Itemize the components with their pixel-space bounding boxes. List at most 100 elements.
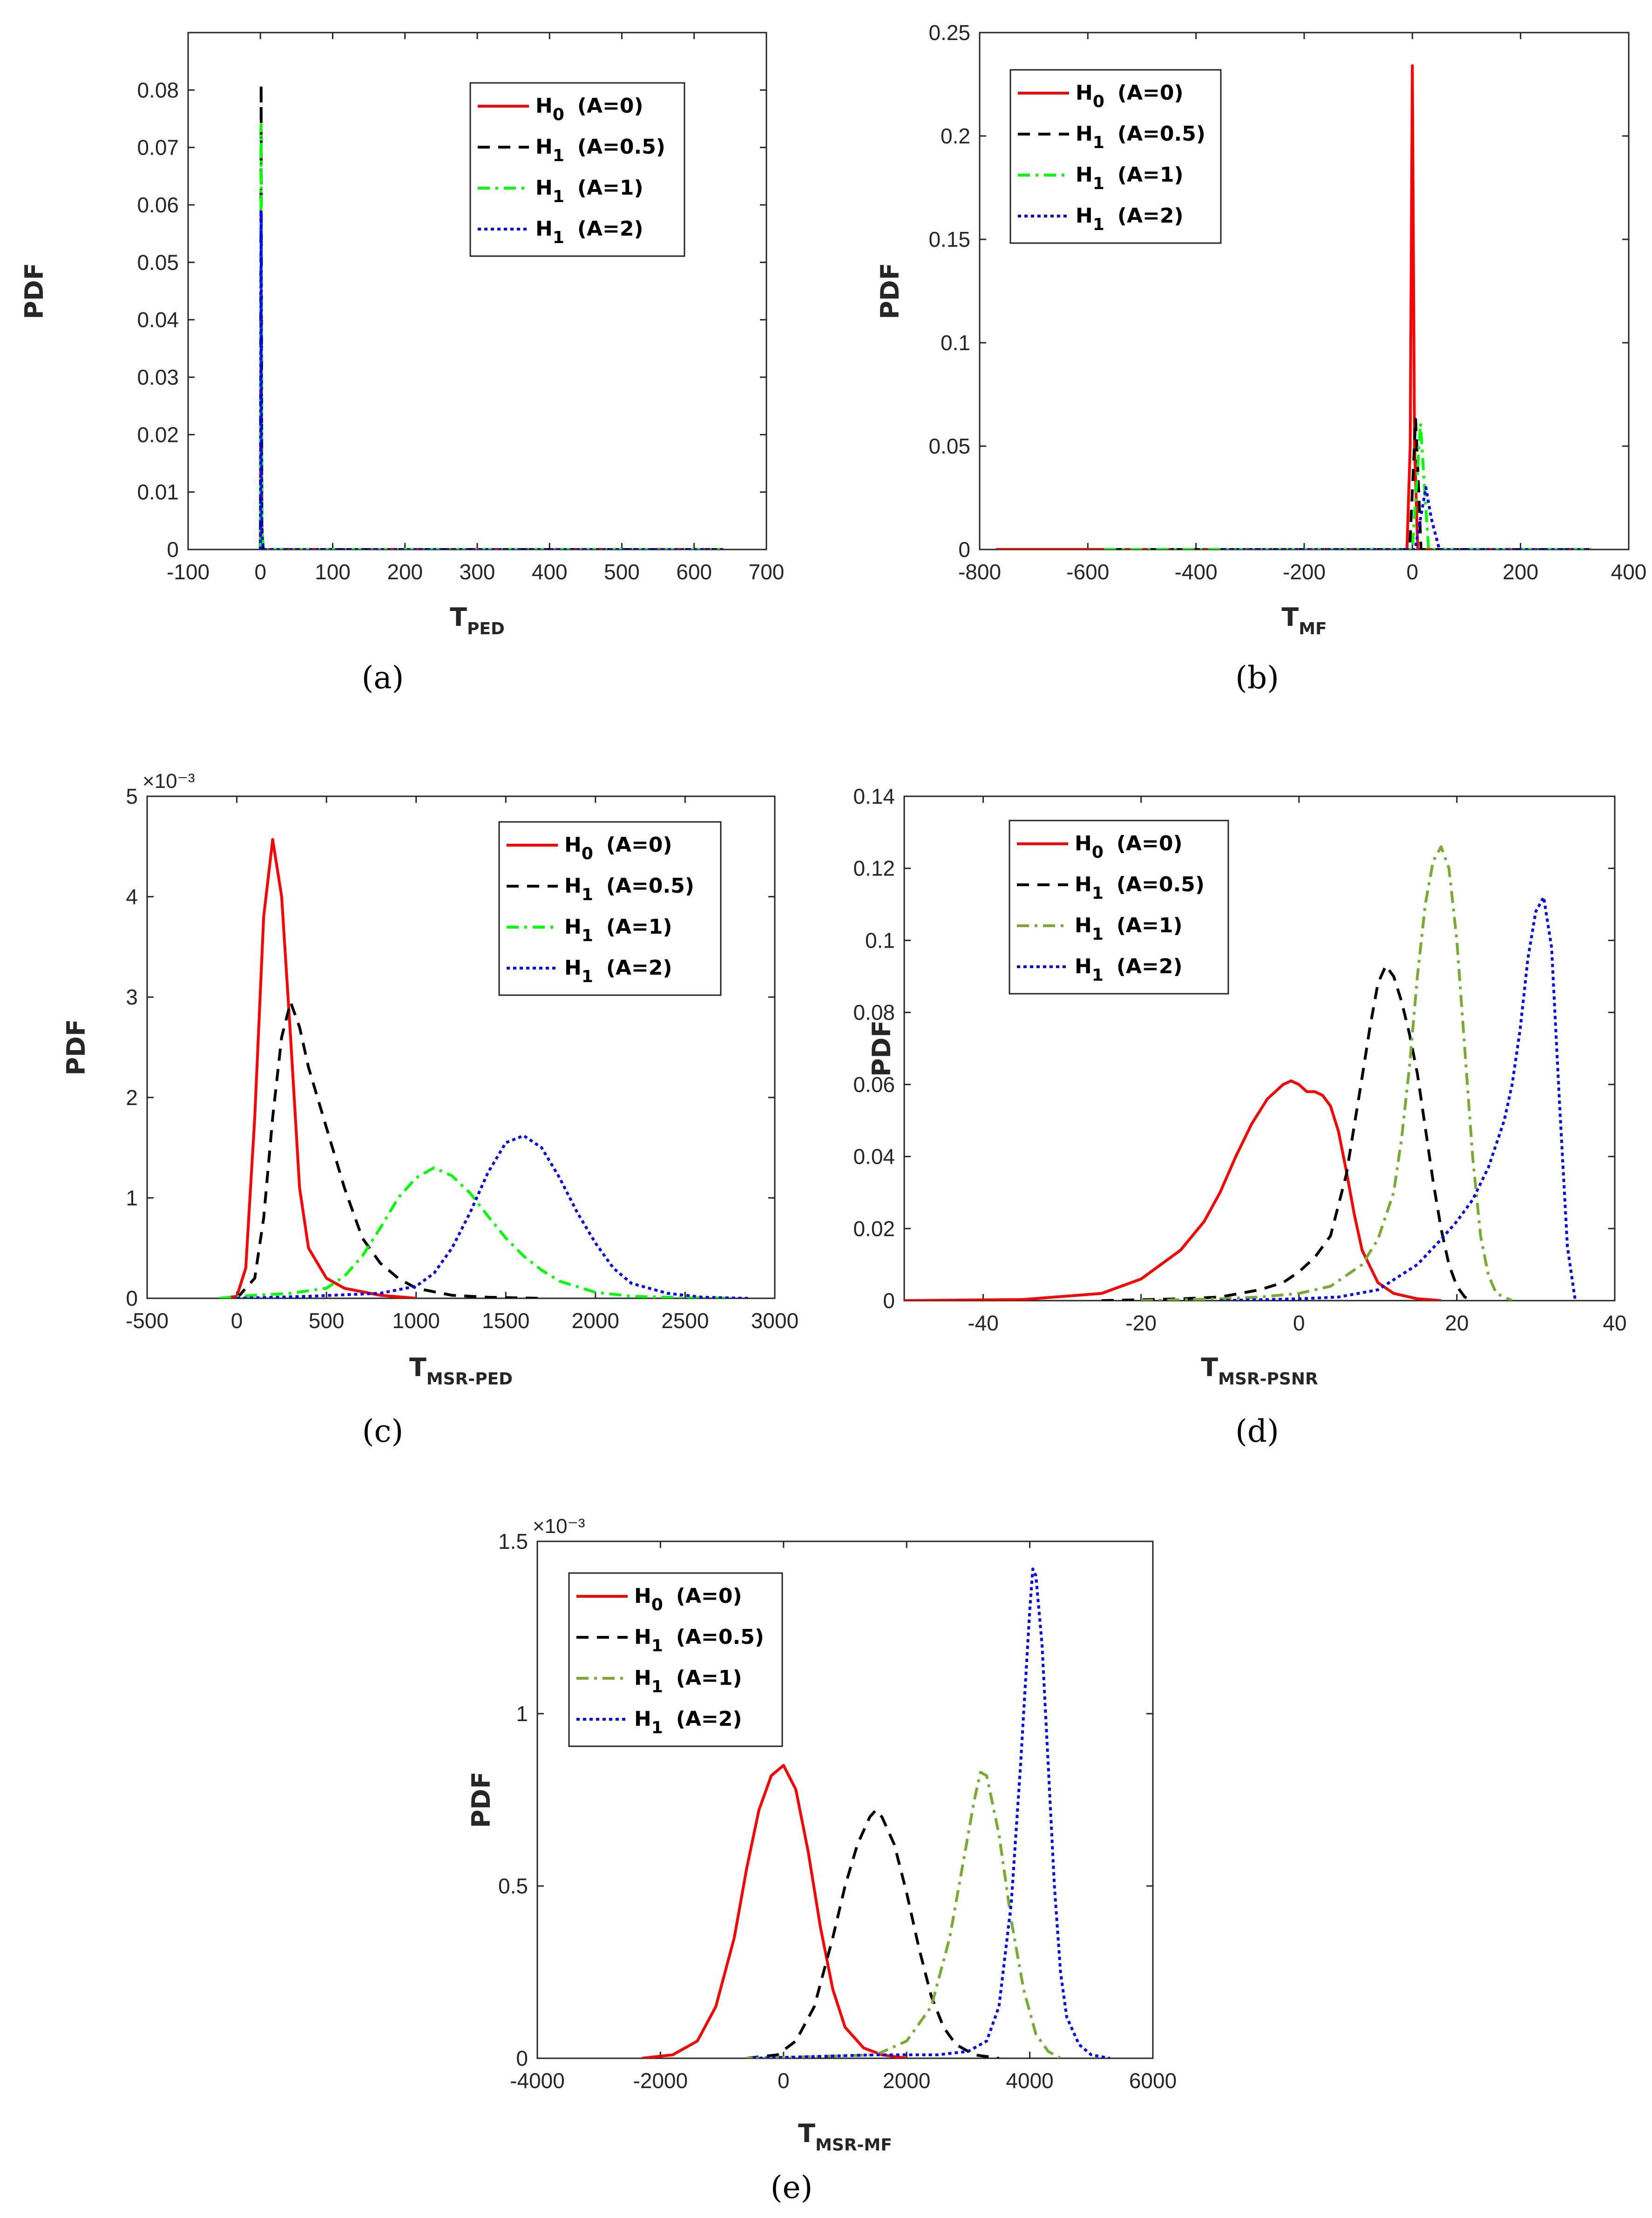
- x-tick-label: 0: [254, 560, 266, 584]
- legend-entry-sub: 0: [1092, 843, 1104, 862]
- y-tick-label: 3: [126, 985, 138, 1009]
- legend-entry-main: H: [1075, 955, 1092, 978]
- chart-panel-b: -800 -600 -400 -200 0 200 400 0 0.05 0.1 0.15 0.2 0.…: [875, 20, 1646, 696]
- y-axis-label: PDF: [467, 1771, 496, 1828]
- y-tick-label: 0.04: [853, 1145, 895, 1169]
- legend-entry-sub: 1: [1092, 884, 1104, 903]
- y-axis-label: PDF: [61, 1019, 91, 1075]
- legend-entry-sub: 1: [582, 926, 593, 945]
- series-line-3: [259, 209, 723, 549]
- y-tick-label: 0.07: [137, 136, 179, 160]
- legend-entry: H1 (A=2): [1075, 955, 1183, 985]
- x-tick-label: -20: [1125, 1311, 1156, 1335]
- series-line-3: [1220, 895, 1577, 1301]
- legend-entry: H0 (A=0): [535, 94, 643, 124]
- y-tick-label: 0.15: [928, 227, 970, 251]
- legend-entry-main: H: [1075, 914, 1092, 937]
- chart-panel-a: -100 0 100 200 300 400 500 600 70000.010.020.030…: [20, 32, 784, 696]
- x-tick-label: -4000: [510, 2069, 565, 2093]
- legend-box: [469, 82, 685, 257]
- x-tick-label: 200: [1503, 560, 1538, 584]
- chart-panel-e: -4000 -2000 0 2000 4000 6000 0 0.5 1 1.5×10⁻³ PDF T…: [467, 1515, 1177, 2205]
- legend-entry-sub: 1: [1093, 133, 1104, 152]
- x-tick-label: 200: [387, 560, 423, 584]
- x-tick-label: 40: [1603, 1311, 1626, 1335]
- y-tick-label: 0.06: [137, 193, 179, 217]
- legend-entry-main: H: [634, 1707, 651, 1731]
- x-tick-label: 300: [460, 560, 495, 584]
- series-line-2: [1141, 845, 1513, 1301]
- legend-entry-main: H: [564, 956, 582, 980]
- y-tick-label: 0: [883, 1289, 895, 1313]
- legend-entry-param: (A=2): [606, 956, 672, 980]
- legend-entry: H1 (A=0.5): [1075, 873, 1205, 903]
- series-line-3: [752, 1567, 1110, 2058]
- legend-entry-main: H: [564, 833, 582, 857]
- x-axis-label-sub: MSR-PED: [427, 1370, 513, 1389]
- legend: H0 (A=0)H1 (A=0.5)H1 (A=1)H1 (A=2): [568, 1572, 783, 1747]
- y-tick-label: 0.01: [137, 480, 179, 504]
- legend-entry: H0 (A=0): [1076, 81, 1184, 111]
- x-tick-label: -600: [1066, 560, 1109, 584]
- legend-entry-sub: 1: [1092, 925, 1104, 944]
- legend-entry-sub: 1: [582, 885, 593, 904]
- legend-entry: H1 (A=0.5): [535, 135, 665, 165]
- series-line-1: [1101, 964, 1474, 1301]
- y-tick-label: 0.08: [137, 78, 179, 102]
- series-line-0: [904, 1079, 1442, 1301]
- legend: H0 (A=0)H1 (A=0.5)H1 (A=1)H1 (A=2): [1009, 69, 1222, 244]
- x-tick-label: -200: [1283, 560, 1326, 584]
- legend-entry-param: (A=0): [577, 94, 643, 118]
- x-tick-label: -2000: [633, 2069, 688, 2093]
- legend-entry-sub: 0: [1093, 92, 1104, 111]
- x-tick-label: 2500: [661, 1309, 709, 1333]
- x-tick-label: 400: [1611, 560, 1647, 584]
- legend-box: [568, 1572, 783, 1747]
- legend-entry-param: (A=0.5): [1117, 122, 1205, 146]
- legend-entry-param: (A=2): [1117, 955, 1183, 978]
- legend-entry-sub: 1: [553, 228, 564, 247]
- y-tick-label: 0.05: [928, 434, 970, 458]
- y-tick-label: 0.14: [853, 784, 895, 808]
- legend-entry: H0 (A=0): [564, 833, 672, 863]
- series-line-0: [995, 64, 1591, 549]
- legend-entry-main: H: [535, 176, 553, 200]
- y-tick-label: 0.05: [137, 250, 179, 274]
- series-line-1: [1109, 418, 1591, 549]
- legend-entry-sub: 1: [1092, 966, 1104, 985]
- panel-caption: (c): [362, 1413, 403, 1449]
- legend-entry-main: H: [1075, 832, 1092, 855]
- x-tick-label: -800: [958, 560, 1001, 584]
- legend-entry-sub: 1: [1093, 215, 1104, 234]
- legend-entry-sub: 1: [553, 187, 564, 206]
- legend-entry-main: H: [1075, 873, 1092, 896]
- y-tick-label: 2: [126, 1085, 138, 1110]
- legend-entry-param: (A=2): [1117, 204, 1184, 228]
- legend-entry: H0 (A=0): [1075, 832, 1183, 862]
- panel-caption: (b): [1235, 660, 1279, 696]
- x-tick-label: -40: [968, 1311, 998, 1335]
- legend-entry-main: H: [535, 94, 553, 118]
- y-tick-label: 0.1: [941, 331, 970, 355]
- x-tick-label: 0: [231, 1309, 243, 1333]
- x-tick-label: -500: [126, 1309, 169, 1333]
- legend-entry-param: (A=1): [1117, 914, 1183, 937]
- chart-panel-d: -40 -20 0 20 40 0 0.02 0.04 0.06 0.08 0.1 0.12 0.14 P…: [853, 784, 1626, 1449]
- series-line-1: [746, 1809, 999, 2058]
- legend-entry-param: (A=0): [676, 1584, 742, 1608]
- legend-entry-sub: 1: [553, 146, 564, 165]
- y-tick-label: 1: [126, 1186, 138, 1210]
- series-line-3: [237, 1134, 748, 1298]
- legend-entry-main: H: [1076, 122, 1093, 146]
- y-axis-label: PDF: [20, 263, 49, 319]
- legend-entry-param: (A=0.5): [676, 1625, 764, 1649]
- legend-entry-main: H: [1076, 204, 1093, 228]
- x-axis-label-sub: MSR-PSNR: [1218, 1370, 1318, 1389]
- legend-entry-sub: 1: [1093, 174, 1104, 193]
- x-tick-label: 20: [1445, 1311, 1469, 1335]
- x-axis-label-main: T: [409, 1353, 427, 1382]
- legend: H0 (A=0)H1 (A=0.5)H1 (A=1)H1 (A=2): [498, 821, 722, 996]
- x-axis-label-sub: MSR-MF: [815, 2136, 892, 2155]
- legend-entry-param: (A=0): [1117, 81, 1184, 105]
- legend-box: [1009, 820, 1229, 995]
